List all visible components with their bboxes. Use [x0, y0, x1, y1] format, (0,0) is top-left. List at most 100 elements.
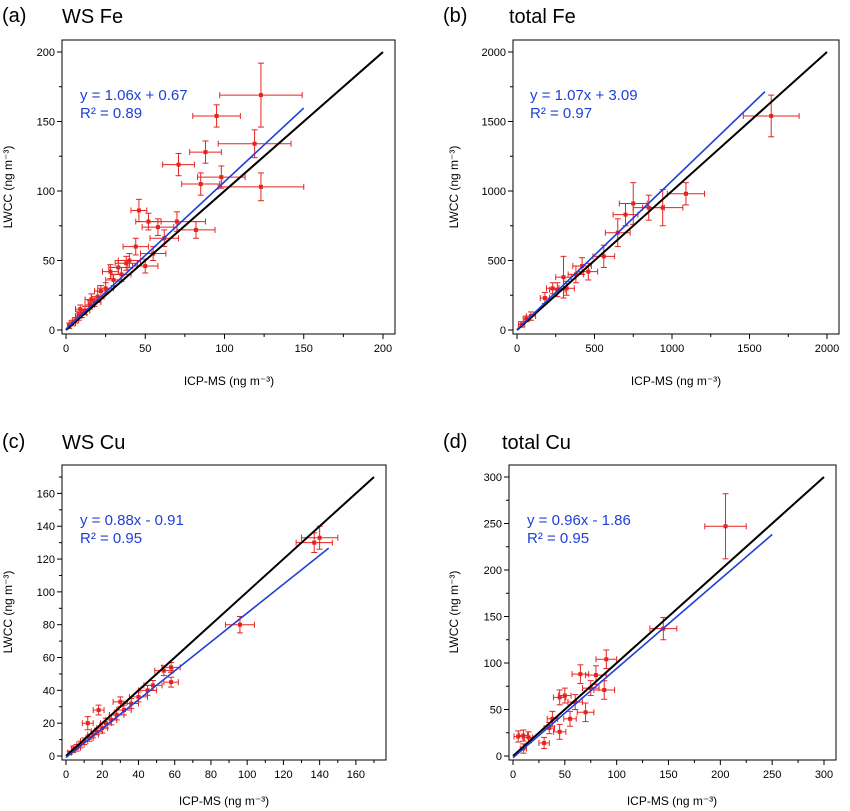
- y-tick-label: 40: [43, 685, 55, 697]
- data-point: [526, 735, 531, 740]
- y-tick-label: 300: [484, 472, 502, 484]
- panel-a: (a) WS Fe 0 50 100 150 200 0 50 100 150 200 ICP-M…: [1, 5, 396, 388]
- data-point: [155, 225, 160, 230]
- data-point: [78, 742, 83, 747]
- y-tick-label: 20: [43, 718, 55, 730]
- y-tick-label: 250: [484, 519, 502, 531]
- data-point: [769, 113, 774, 118]
- data-point: [214, 113, 219, 118]
- lines-layer: [65, 51, 384, 331]
- x-tick-label: 0: [63, 769, 69, 781]
- y-tick-label: 1500: [482, 117, 506, 129]
- x-tick-label: 80: [205, 769, 217, 781]
- data-point: [129, 701, 134, 706]
- fit-r-squared: R² = 0.95: [80, 530, 142, 547]
- data-point: [258, 184, 263, 189]
- data-point: [550, 286, 555, 291]
- y-tick-label: 50: [43, 256, 55, 268]
- data-point: [516, 734, 521, 739]
- marks-layer: [66, 525, 339, 756]
- y-tick-label: 0: [496, 751, 502, 763]
- y-axis-label: LWCC (ng m⁻³): [447, 571, 461, 654]
- data-point: [119, 272, 124, 277]
- data-point: [524, 316, 529, 321]
- data-point: [150, 683, 155, 688]
- x-tick-label: 0: [510, 769, 516, 781]
- data-point: [94, 729, 99, 734]
- lines-layer: [65, 476, 375, 759]
- data-point: [317, 535, 322, 540]
- y-tick-label: 100: [484, 658, 502, 670]
- x-axis-label: ICP-MS (ng m⁻³): [179, 794, 269, 808]
- y-tick-label: 100: [37, 186, 55, 198]
- data-point: [76, 314, 81, 319]
- data-point: [219, 175, 224, 180]
- data-point: [568, 716, 573, 721]
- one-to-one-line: [516, 51, 828, 331]
- panel-title: WS Fe: [62, 6, 123, 28]
- x-tick-label: 200: [711, 769, 729, 781]
- y-tick-label: 100: [37, 587, 55, 599]
- data-point: [176, 162, 181, 167]
- data-point: [562, 693, 567, 698]
- one-to-one-line: [65, 476, 375, 757]
- lines-layer: [512, 476, 825, 759]
- data-point: [74, 745, 79, 750]
- x-tick-label: 100: [238, 769, 256, 781]
- data-point: [547, 726, 552, 731]
- fit-line: [512, 533, 773, 759]
- x-tick-label: 300: [815, 769, 833, 781]
- data-point: [203, 150, 208, 155]
- y-tick-label: 150: [484, 612, 502, 624]
- data-point: [85, 721, 90, 726]
- x-tick-label: 1500: [737, 343, 761, 355]
- y-tick-label: 0: [49, 325, 55, 337]
- data-point: [108, 269, 113, 274]
- axes-layer: 0 20 40 60 80 100 120 140 160 0 20 40 60 80 100 120 140 1…: [37, 476, 375, 781]
- x-tick-label: 0: [63, 343, 69, 355]
- x-tick-label: 120: [274, 769, 292, 781]
- data-point: [557, 695, 562, 700]
- x-tick-label: 1000: [660, 343, 684, 355]
- x-tick-label: 50: [559, 769, 571, 781]
- panel-title: total Cu: [502, 432, 571, 454]
- marks-layer: [518, 94, 800, 328]
- panel-title: WS Cu: [62, 432, 125, 454]
- data-point: [521, 733, 526, 738]
- x-axis-label: ICP-MS (ng m⁻³): [627, 794, 717, 808]
- data-point: [169, 680, 174, 685]
- y-axis-label: LWCC (ng m⁻³): [447, 146, 461, 229]
- data-point: [578, 672, 583, 677]
- data-point: [601, 254, 606, 259]
- y-tick-label: 0: [49, 751, 55, 763]
- x-tick-label: 100: [607, 769, 625, 781]
- data-point: [573, 700, 578, 705]
- x-tick-label: 20: [96, 769, 108, 781]
- y-tick-label: 140: [37, 521, 55, 533]
- data-point: [174, 219, 179, 224]
- x-tick-label: 60: [169, 769, 181, 781]
- panel-c: (c) WS Cu 0 20 40 60 80 100 120 140 160 0 20 40 60 80…: [1, 431, 387, 808]
- y-axis-label: LWCC (ng m⁻³): [1, 571, 15, 654]
- data-point: [557, 729, 562, 734]
- plot-frame: [508, 464, 837, 761]
- data-point: [114, 712, 119, 717]
- x-tick-label: 160: [347, 769, 365, 781]
- x-tick-label: 200: [374, 343, 392, 355]
- x-axis-label: ICP-MS (ng m⁻³): [184, 374, 274, 388]
- data-point: [593, 673, 598, 678]
- plot-frame: [61, 464, 387, 761]
- fit-line: [65, 547, 330, 759]
- y-tick-label: 2000: [482, 47, 506, 59]
- data-point: [169, 665, 174, 670]
- data-point: [586, 269, 591, 274]
- data-point: [136, 694, 141, 699]
- data-point: [258, 93, 263, 98]
- fit-line: [516, 91, 766, 331]
- x-tick-label: 150: [659, 769, 677, 781]
- data-point: [161, 668, 166, 673]
- data-point: [145, 688, 150, 693]
- y-tick-label: 200: [37, 47, 55, 59]
- plot-frame: [512, 39, 840, 335]
- data-point: [103, 721, 108, 726]
